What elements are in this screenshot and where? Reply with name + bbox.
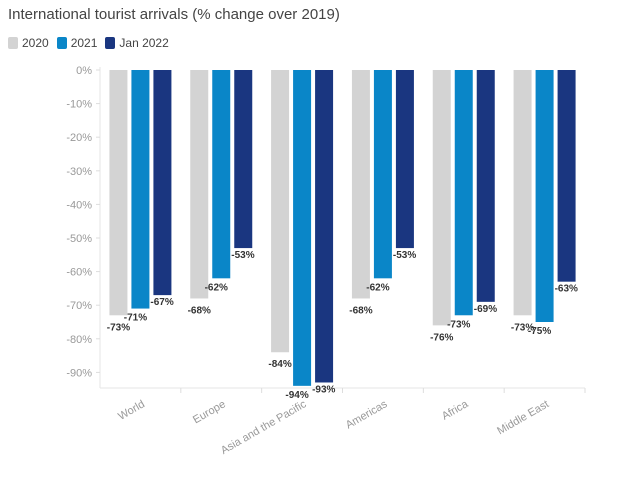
bar-jan-2022 (153, 70, 172, 296)
legend: 2020 2021 Jan 2022 (8, 36, 177, 50)
bar-jan-2022 (557, 70, 576, 282)
bar-2020 (351, 70, 370, 299)
x-tick-label: Americas (344, 398, 390, 432)
x-tick-label: Middle East (495, 398, 551, 437)
x-tick-label: Europe (191, 398, 228, 426)
data-label: -67% (150, 297, 173, 308)
data-label: -62% (366, 282, 389, 293)
data-label: -93% (312, 384, 335, 395)
bar-2021 (535, 70, 554, 322)
data-label: -73% (107, 322, 130, 333)
bar-2021 (454, 70, 473, 316)
data-label: -71% (124, 313, 147, 324)
chart-title: International tourist arrivals (% change… (8, 6, 340, 23)
bar-2021 (293, 70, 312, 386)
bar-2021 (373, 70, 392, 279)
data-label: -75% (528, 326, 551, 337)
y-tick-label: -90% (66, 367, 92, 379)
data-label: -84% (268, 359, 291, 370)
legend-item-jan-2022[interactable]: Jan 2022 (105, 36, 169, 50)
y-tick-label: -10% (66, 99, 92, 111)
data-label: -53% (231, 250, 254, 261)
data-label: -73% (511, 322, 534, 333)
data-label: -68% (188, 305, 211, 316)
data-label: -62% (205, 282, 228, 293)
bar-2020 (109, 70, 128, 316)
data-label: -76% (430, 332, 453, 343)
y-tick-label: 0% (76, 65, 92, 77)
legend-label-2020: 2020 (22, 36, 49, 50)
bar-jan-2022 (234, 70, 253, 249)
data-label: -73% (447, 319, 470, 330)
bar-2020 (513, 70, 532, 316)
bar-2020 (271, 70, 290, 353)
legend-swatch-2021 (56, 37, 67, 49)
x-tick-label: Asia and the Pacific (219, 398, 309, 457)
y-tick-label: -80% (66, 334, 92, 346)
data-label: -94% (285, 390, 308, 401)
legend-label-jan-2022: Jan 2022 (119, 36, 169, 50)
legend-swatch-jan-2022 (105, 37, 116, 49)
bar-jan-2022 (395, 70, 414, 249)
y-tick-label: -30% (66, 166, 92, 178)
data-label: -63% (555, 284, 578, 295)
bar-2020 (432, 70, 451, 326)
y-tick-label: -70% (66, 300, 92, 312)
x-tick-label: Africa (440, 398, 471, 423)
x-tick-label: World (116, 398, 147, 423)
legend-label-2021: 2021 (70, 36, 98, 50)
bar-2021 (131, 70, 150, 309)
bar-jan-2022 (476, 70, 495, 302)
legend-swatch-2020 (8, 37, 18, 49)
data-label: -68% (349, 305, 372, 316)
bar-2020 (190, 70, 209, 299)
y-tick-label: -20% (66, 132, 92, 144)
legend-item-2021[interactable]: 2021 (56, 36, 98, 50)
bar-2021 (212, 70, 231, 279)
y-tick-label: -60% (66, 267, 92, 279)
data-label: -53% (393, 250, 416, 261)
y-tick-label: -40% (66, 199, 92, 211)
y-tick-label: -50% (66, 233, 92, 245)
bar-jan-2022 (315, 70, 334, 383)
data-label: -69% (474, 304, 497, 315)
legend-item-2020[interactable]: 2020 (8, 36, 49, 50)
